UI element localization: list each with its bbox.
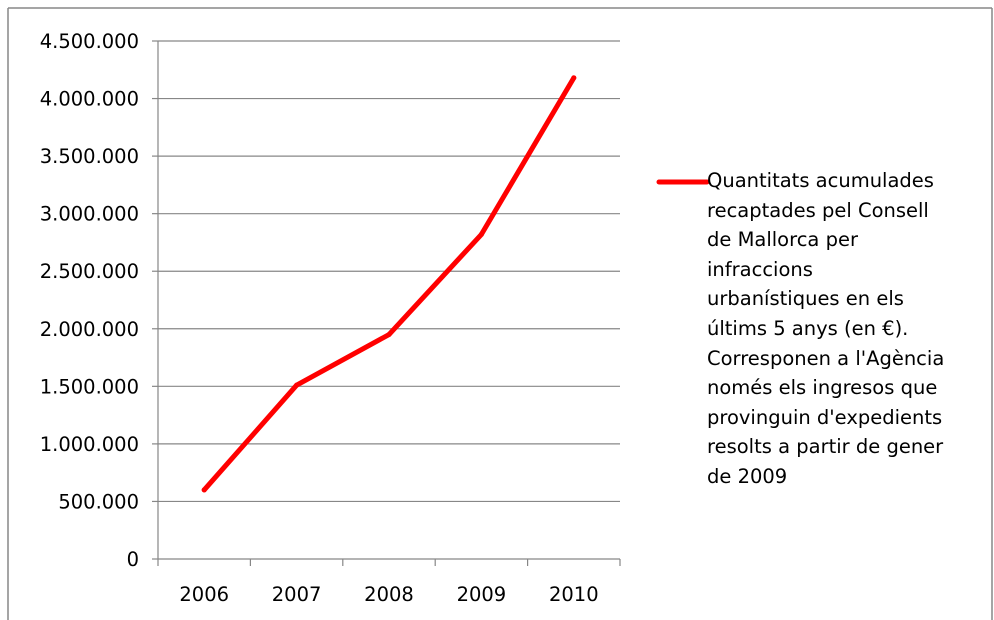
y-tick-label: 4.000.000 (40, 88, 139, 111)
y-tick-label: 2.000.000 (40, 318, 139, 341)
x-tick-label: 2008 (364, 583, 414, 606)
x-tick-labels: 2006 2007 2008 2009 2010 (179, 583, 598, 606)
axes (152, 40, 621, 566)
x-tick-label: 2010 (549, 583, 599, 606)
y-tick-label: 4.500.000 (40, 30, 139, 53)
series-line (201, 75, 577, 493)
y-tick-label: 2.500.000 (40, 260, 139, 283)
y-tick-label: 500.000 (58, 490, 139, 513)
gridlines (158, 40, 620, 503)
x-tick-label: 2007 (272, 583, 322, 606)
y-tick-label: 0 (127, 548, 139, 571)
x-tick-label: 2009 (457, 583, 507, 606)
data-point (571, 75, 577, 81)
legend-entry: Quantitats acumulades recaptades pel Con… (707, 169, 945, 488)
data-point (386, 332, 392, 338)
data-point (478, 231, 484, 237)
y-tick-label: 3.000.000 (40, 203, 139, 226)
y-tick-labels: 0 500.000 1.000.000 1.500.000 2.000.000 2.500… (40, 30, 139, 571)
x-tick-label: 2006 (179, 583, 229, 606)
data-point (201, 487, 207, 493)
y-tick-label: 1.500.000 (40, 375, 139, 398)
data-point (294, 382, 300, 388)
series-layer (201, 75, 577, 493)
y-tick-label: 3.500.000 (40, 145, 139, 168)
y-tick-label: 1.000.000 (40, 433, 139, 456)
